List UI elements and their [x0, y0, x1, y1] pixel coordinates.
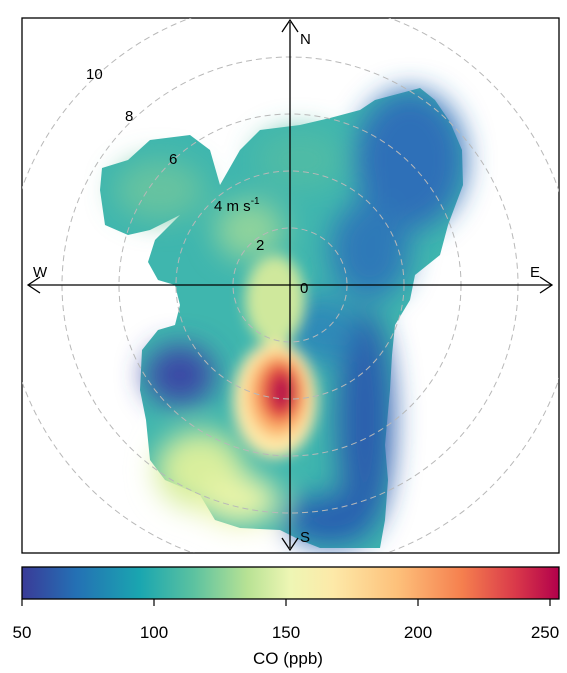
colorbar-tick-label: 150 [272, 623, 300, 642]
colorbar-tick-label: 50 [13, 623, 32, 642]
colorbar-tick-label: 100 [140, 623, 168, 642]
colorbar-ticks [21, 599, 551, 606]
ring-label-10: 10 [86, 66, 103, 83]
colorbar-title: CO (ppb) [253, 649, 323, 668]
colorbar [21, 566, 560, 600]
ring-label-0: 0 [300, 280, 308, 297]
concentration-surface [100, 88, 465, 548]
ring-label-4-unit: 4 m s-1 [214, 196, 260, 215]
direction-label-n: N [300, 31, 311, 48]
colorbar-tick-label: 250 [531, 623, 559, 642]
direction-label-s: S [300, 529, 310, 546]
compass-axes [26, 18, 554, 552]
colorbar-tick-label: 200 [404, 623, 432, 642]
direction-label-w: W [33, 264, 48, 281]
ring-label-6: 6 [169, 151, 177, 168]
ring-label-8: 8 [125, 108, 133, 125]
direction-label-e: E [530, 264, 540, 281]
ring-label-2: 2 [256, 237, 264, 254]
